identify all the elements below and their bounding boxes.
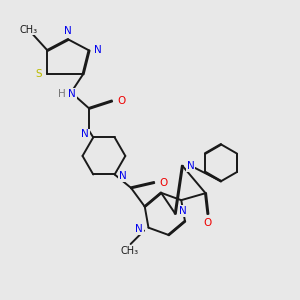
Text: N: N [81, 129, 89, 140]
Text: N: N [135, 224, 143, 234]
Text: H: H [58, 88, 65, 98]
Text: O: O [160, 178, 168, 188]
Text: O: O [204, 218, 212, 228]
Text: N: N [179, 206, 187, 216]
Text: N: N [68, 88, 76, 98]
Text: N: N [187, 161, 195, 171]
Text: N: N [119, 171, 127, 181]
Text: O: O [117, 96, 126, 106]
Text: CH₃: CH₃ [120, 245, 138, 256]
Text: N: N [64, 26, 72, 35]
Text: CH₃: CH₃ [19, 25, 37, 34]
Text: N: N [94, 45, 101, 56]
Text: S: S [36, 69, 42, 79]
